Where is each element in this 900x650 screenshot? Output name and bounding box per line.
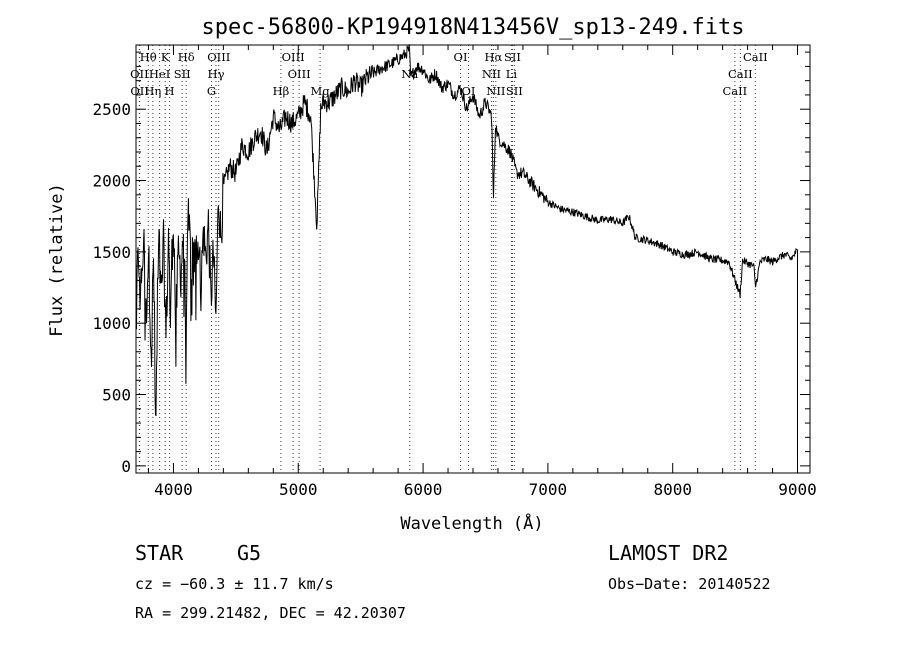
marker-label: CaII xyxy=(743,50,768,64)
x-tick-label: 6000 xyxy=(404,480,443,499)
y-tick-label: 2500 xyxy=(92,100,131,119)
x-tick-label: 8000 xyxy=(653,480,692,499)
marker-label: Hγ xyxy=(208,67,225,81)
spectrum-line-0 xyxy=(135,44,798,466)
marker-label: OI xyxy=(454,50,468,64)
marker-label: OIII xyxy=(282,50,305,64)
x-axis-label: Wavelength (Å) xyxy=(400,512,543,534)
x-tick-label: 4000 xyxy=(154,480,193,499)
marker-label: SII xyxy=(174,67,191,81)
marker-label: CaII xyxy=(728,67,753,81)
marker-label: SII xyxy=(504,50,521,64)
chart-title: spec-56800-KP194918N413456V_sp13-249.fit… xyxy=(201,15,744,40)
marker-label: SII xyxy=(506,84,523,98)
marker-label: Hβ xyxy=(273,84,290,98)
plot-axes: 4000 5000 6000 7000 8000 9000 0 500 1000 1500 2000… xyxy=(92,44,817,499)
marker-label: HeI xyxy=(149,67,170,81)
marker-label: Mg xyxy=(311,84,331,98)
y-tick-label: 1000 xyxy=(92,314,131,333)
observation-date: Obs−Date: 20140522 xyxy=(608,575,771,593)
marker-label: NII xyxy=(486,84,505,98)
y-tick-label: 0 xyxy=(121,457,131,476)
y-axis-label: Flux (relative) xyxy=(47,183,67,337)
coordinates: RA = 299.21482, DEC = 42.20307 xyxy=(135,604,406,622)
marker-label: K xyxy=(161,50,170,64)
marker-label: OI xyxy=(462,84,476,98)
y-tick-label: 1500 xyxy=(92,243,131,262)
survey-name: LAMOST DR2 xyxy=(608,541,729,565)
marker-label: NII xyxy=(482,67,501,81)
y-tick-label: 500 xyxy=(102,386,131,405)
redshift-velocity: cz = −60.3 ± 11.7 km/s xyxy=(135,575,334,593)
marker-label: Hη xyxy=(144,84,161,98)
marker-label: Li xyxy=(506,67,518,81)
marker-label: OII xyxy=(130,84,149,98)
marker-label: Hθ xyxy=(140,50,157,64)
y-tick-label: 2000 xyxy=(92,172,131,191)
marker-label: Hδ xyxy=(178,50,195,64)
x-tick-label: 7000 xyxy=(529,480,568,499)
x-tick-label: 5000 xyxy=(279,480,318,499)
object-class: STAR xyxy=(135,541,184,565)
marker-label: G xyxy=(207,84,216,98)
x-tick-label: 9000 xyxy=(778,480,817,499)
marker-label: CaII xyxy=(722,84,747,98)
marker-label: OIII xyxy=(288,67,311,81)
marker-label: H xyxy=(165,84,175,98)
spectrum-series xyxy=(135,44,798,466)
marker-label: OIII xyxy=(207,50,230,64)
marker-label: Hα xyxy=(484,50,502,64)
object-subclass: G5 xyxy=(237,541,262,565)
